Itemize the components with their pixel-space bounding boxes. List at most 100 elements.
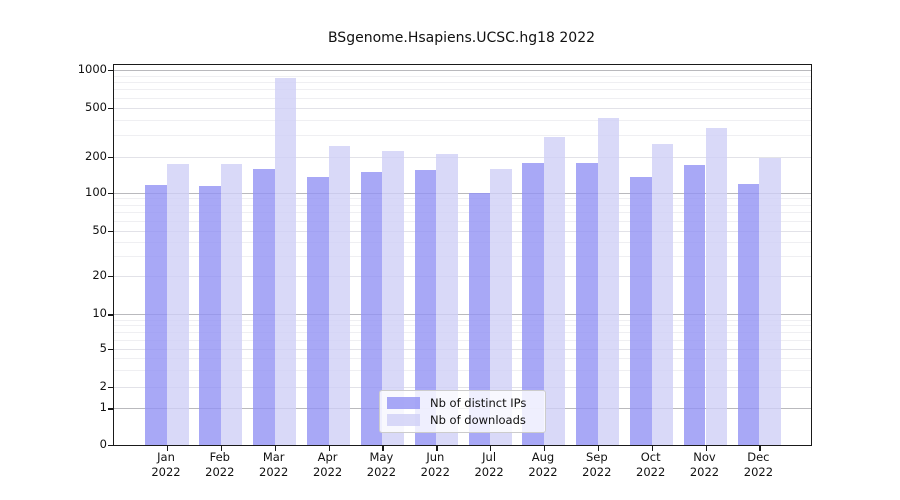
y-tick-2 (108, 387, 113, 389)
gridline-90 (114, 198, 811, 200)
chart-title: BSgenome.Hsapiens.UCSC.hg18 2022 (327, 30, 596, 46)
bar-apr-2022-downloads (328, 145, 351, 445)
gridline-7 (114, 332, 811, 333)
bar-feb-2022-distinct-ips (199, 186, 221, 445)
y-tick-label-1000: 1000 (77, 62, 107, 76)
x-tick-label-mar: Mar 2022 (259, 450, 289, 479)
gridline-20 (114, 276, 811, 277)
gridline-5 (114, 348, 811, 350)
gridline-600 (114, 97, 811, 99)
bar-jan-2022-distinct-ips (145, 185, 167, 445)
gridline-1000 (114, 70, 811, 71)
y-tick-0 (108, 445, 113, 447)
y-tick-5 (108, 348, 113, 351)
bar-jun-2022-distinct-ips (414, 169, 437, 445)
gridline-10 (114, 314, 811, 316)
y-tick-label-0: 0 (99, 437, 107, 451)
gridline-2 (114, 387, 811, 388)
bar-nov-2022-downloads (705, 128, 728, 445)
gridline-900 (114, 75, 811, 77)
gridline-40 (114, 241, 811, 243)
x-tick-jun (436, 446, 438, 451)
gridline-50 (114, 230, 811, 232)
gridline-700 (114, 89, 811, 91)
bar-mar-2022-downloads (274, 78, 297, 445)
y-tick-1000 (108, 70, 113, 72)
gridline-4 (114, 358, 811, 359)
bar-aug-2022-downloads (543, 137, 566, 445)
gridline-70 (114, 212, 811, 214)
bar-mar-2022-distinct-ips (253, 168, 275, 445)
y-tick-10 (108, 314, 113, 316)
gridline-8 (114, 325, 811, 327)
x-tick-label-oct: Oct 2022 (636, 450, 666, 479)
bar-jan-2022-downloads (167, 164, 189, 445)
legend-swatch-downloads (387, 414, 420, 426)
x-tick-nov (705, 446, 707, 451)
legend-item-downloads: Nb of downloads (387, 413, 545, 427)
gridline-300 (114, 135, 811, 136)
x-tick-label-may: May 2022 (366, 450, 397, 479)
gridline-3 (114, 370, 811, 372)
x-tick-label-feb: Feb 2022 (205, 450, 235, 479)
y-tick-label-50: 50 (92, 222, 107, 237)
bar-sep-2022-downloads (597, 118, 620, 445)
gridline-500 (114, 107, 811, 109)
legend-label: Nb of distinct IPs (430, 396, 527, 410)
x-tick-may (382, 446, 384, 451)
y-tick-label-100: 100 (85, 184, 107, 199)
legend-item-distinct-ips: Nb of distinct IPs (387, 396, 545, 410)
x-tick-jan (167, 446, 169, 451)
bar-feb-2022-downloads (220, 164, 243, 445)
x-tick-aug (543, 446, 546, 451)
x-tick-apr (328, 446, 330, 451)
gridline-9 (114, 319, 811, 321)
y-tick-label-5: 5 (99, 340, 107, 355)
legend-label: Nb of downloads (430, 413, 526, 427)
y-tick-label-20: 20 (92, 268, 107, 282)
x-tick-label-aug: Aug 2022 (528, 450, 558, 479)
bar-dec-2022-downloads (759, 157, 781, 445)
gridline-30 (114, 256, 811, 257)
y-tick-label-1: 1 (99, 400, 107, 415)
y-tick-100 (108, 192, 113, 194)
plot-area: Nb of distinct IPs Nb of downloads (108, 64, 812, 451)
x-tick-feb (220, 446, 223, 451)
gridline-200 (114, 156, 811, 158)
x-tick-label-nov: Nov 2022 (689, 450, 720, 479)
legend: Nb of distinct IPs Nb of downloads (379, 390, 546, 433)
bar-apr-2022-distinct-ips (307, 177, 329, 445)
x-tick-label-dec: Dec 2022 (743, 450, 774, 479)
y-tick-500 (108, 107, 113, 110)
x-tick-label-jun: Jun 2022 (420, 450, 450, 479)
bar-dec-2022-distinct-ips (737, 184, 760, 445)
y-tick-200 (108, 156, 113, 159)
x-tick-oct (651, 446, 654, 451)
x-tick-sep (597, 446, 600, 451)
y-tick-1 (108, 408, 113, 410)
gridline-800 (114, 82, 811, 84)
x-tick-label-jan: Jan 2022 (151, 450, 181, 479)
bar-jul-2022-downloads (490, 169, 512, 445)
x-tick-label-jul: Jul 2022 (474, 450, 504, 479)
bar-may-2022-downloads (382, 150, 404, 445)
x-tick-dec (759, 446, 761, 451)
y-tick-label-500: 500 (85, 99, 107, 114)
y-tick-label-200: 200 (85, 148, 107, 163)
y-tick-label-10: 10 (92, 306, 107, 321)
bar-jul-2022-distinct-ips (468, 193, 491, 445)
bar-aug-2022-distinct-ips (522, 162, 544, 445)
y-tick-20 (108, 276, 113, 278)
bar-may-2022-distinct-ips (360, 171, 383, 445)
gridline-6 (114, 339, 811, 341)
gridline-400 (114, 119, 811, 121)
y-tick-label-2: 2 (99, 379, 107, 393)
x-tick-jul (490, 446, 492, 451)
bar-sep-2022-distinct-ips (576, 163, 598, 445)
gridline-60 (114, 220, 811, 222)
bar-jun-2022-downloads (436, 154, 458, 445)
x-tick-label-sep: Sep 2022 (582, 450, 612, 479)
gridline-100 (114, 192, 811, 194)
x-tick-mar (274, 446, 277, 451)
bar-oct-2022-distinct-ips (630, 177, 652, 445)
